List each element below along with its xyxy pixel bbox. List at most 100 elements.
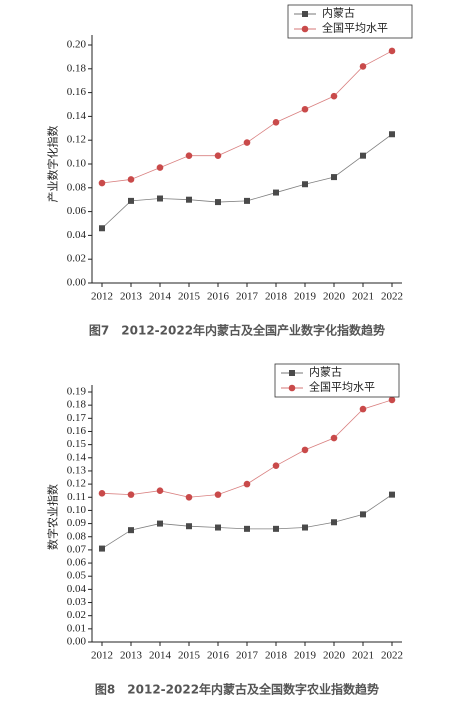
marker <box>156 487 164 494</box>
marker <box>243 139 251 146</box>
legend-box <box>274 363 400 398</box>
marker <box>302 524 308 531</box>
y-tick-label: 0.11 <box>67 491 86 503</box>
marker <box>99 545 105 552</box>
marker <box>127 176 135 183</box>
x-tick-label: 2012 <box>91 650 113 662</box>
x-tick-label: 2017 <box>236 291 259 303</box>
legend-label: 全国平均水平 <box>309 380 375 394</box>
marker <box>99 225 105 232</box>
marker <box>389 131 395 138</box>
y-tick-label: 0.13 <box>67 464 87 476</box>
y-tick-label: 0.17 <box>67 412 87 424</box>
x-tick-label: 2018 <box>265 291 288 303</box>
marker <box>127 491 135 498</box>
marker <box>302 11 308 17</box>
marker <box>330 92 338 100</box>
marker <box>302 181 308 188</box>
marker <box>301 446 309 454</box>
marker <box>157 195 163 202</box>
marker <box>244 197 250 204</box>
y-tick-label: 0.14 <box>67 110 87 122</box>
y-tick-label: 0.04 <box>67 229 87 241</box>
chart: 0.00 0.02 0.04 0.06 0.08 0.10 0.12 0.14 0.16 0.18… <box>46 4 413 338</box>
marker <box>273 189 279 196</box>
marker <box>185 493 193 501</box>
legend-label: 内蒙古 <box>322 6 355 20</box>
marker <box>243 480 251 488</box>
x-tick-label: 2015 <box>178 291 201 303</box>
series-line <box>101 50 393 184</box>
y-axis-label: 产业数字化指数 <box>46 126 60 203</box>
legend-label: 内蒙古 <box>309 365 342 379</box>
x-tick-label: 2015 <box>178 650 201 662</box>
x-tick-label: 2022 <box>381 650 403 662</box>
y-tick-label: 0.15 <box>67 438 87 450</box>
x-tick-label: 2020 <box>323 650 346 662</box>
y-tick-label: 0.08 <box>67 530 87 542</box>
y-tick-label: 0.06 <box>67 557 87 569</box>
marker <box>214 491 222 498</box>
y-tick-label: 0.20 <box>67 39 87 51</box>
y-tick-label: 0.04 <box>67 583 87 595</box>
legend-box <box>287 4 413 39</box>
marker <box>301 105 309 113</box>
x-tick-label: 2020 <box>323 291 346 303</box>
marker <box>288 384 296 392</box>
marker <box>331 519 337 526</box>
marker <box>215 199 221 206</box>
marker <box>185 152 193 159</box>
y-tick-label: 0.08 <box>67 181 87 193</box>
marker <box>289 370 295 376</box>
marker <box>331 174 337 181</box>
x-tick-label: 2021 <box>352 650 374 662</box>
y-tick-label: 0.02 <box>67 609 86 621</box>
marker <box>244 525 250 532</box>
legend-label: 全国平均水平 <box>322 21 388 35</box>
y-tick-label: 0.00 <box>67 277 87 289</box>
x-tick-label: 2021 <box>352 291 374 303</box>
y-tick-label: 0.09 <box>67 517 87 529</box>
marker <box>214 152 222 159</box>
x-tick-label: 2013 <box>120 650 143 662</box>
marker <box>360 152 366 159</box>
y-tick-label: 0.07 <box>67 543 87 555</box>
marker <box>272 119 280 126</box>
y-tick-label: 0.16 <box>67 425 87 437</box>
x-tick-label: 2018 <box>265 650 288 662</box>
x-tick-label: 2016 <box>207 291 230 303</box>
marker <box>301 25 309 33</box>
marker <box>273 525 279 532</box>
y-tick-label: 0.10 <box>67 504 87 516</box>
marker <box>388 396 396 404</box>
y-tick-label: 0.00 <box>67 636 87 648</box>
y-tick-label: 0.06 <box>67 205 87 217</box>
marker <box>186 196 192 203</box>
x-tick-label: 2019 <box>294 291 317 303</box>
marker <box>98 179 106 187</box>
y-axis-label: 数字农业指数 <box>46 484 60 550</box>
y-tick-label: 0.10 <box>67 158 87 170</box>
y-tick-label: 0.05 <box>67 570 87 582</box>
marker <box>156 164 164 171</box>
x-tick-label: 2022 <box>381 291 403 303</box>
series-line <box>101 133 393 229</box>
marker <box>128 197 134 204</box>
x-tick-label: 2016 <box>207 650 230 662</box>
y-tick-label: 0.14 <box>67 451 87 463</box>
x-tick-label: 2012 <box>91 291 113 303</box>
caption: 图7 2012-2022年内蒙古及全国产业数字化指数趋势 <box>89 323 385 338</box>
chart: 0.00 0.010.020.030.040.050.06 0.070.080.09… <box>46 363 403 697</box>
y-tick-label: 0.18 <box>67 399 87 411</box>
marker <box>389 491 395 498</box>
y-tick-label: 0.02 <box>67 253 86 265</box>
series-line <box>101 494 393 549</box>
y-tick-label: 0.12 <box>67 134 86 146</box>
y-tick-label: 0.19 <box>67 386 87 398</box>
x-tick-label: 2013 <box>120 291 143 303</box>
x-tick-label: 2019 <box>294 650 317 662</box>
marker <box>388 47 396 55</box>
marker <box>359 63 367 70</box>
